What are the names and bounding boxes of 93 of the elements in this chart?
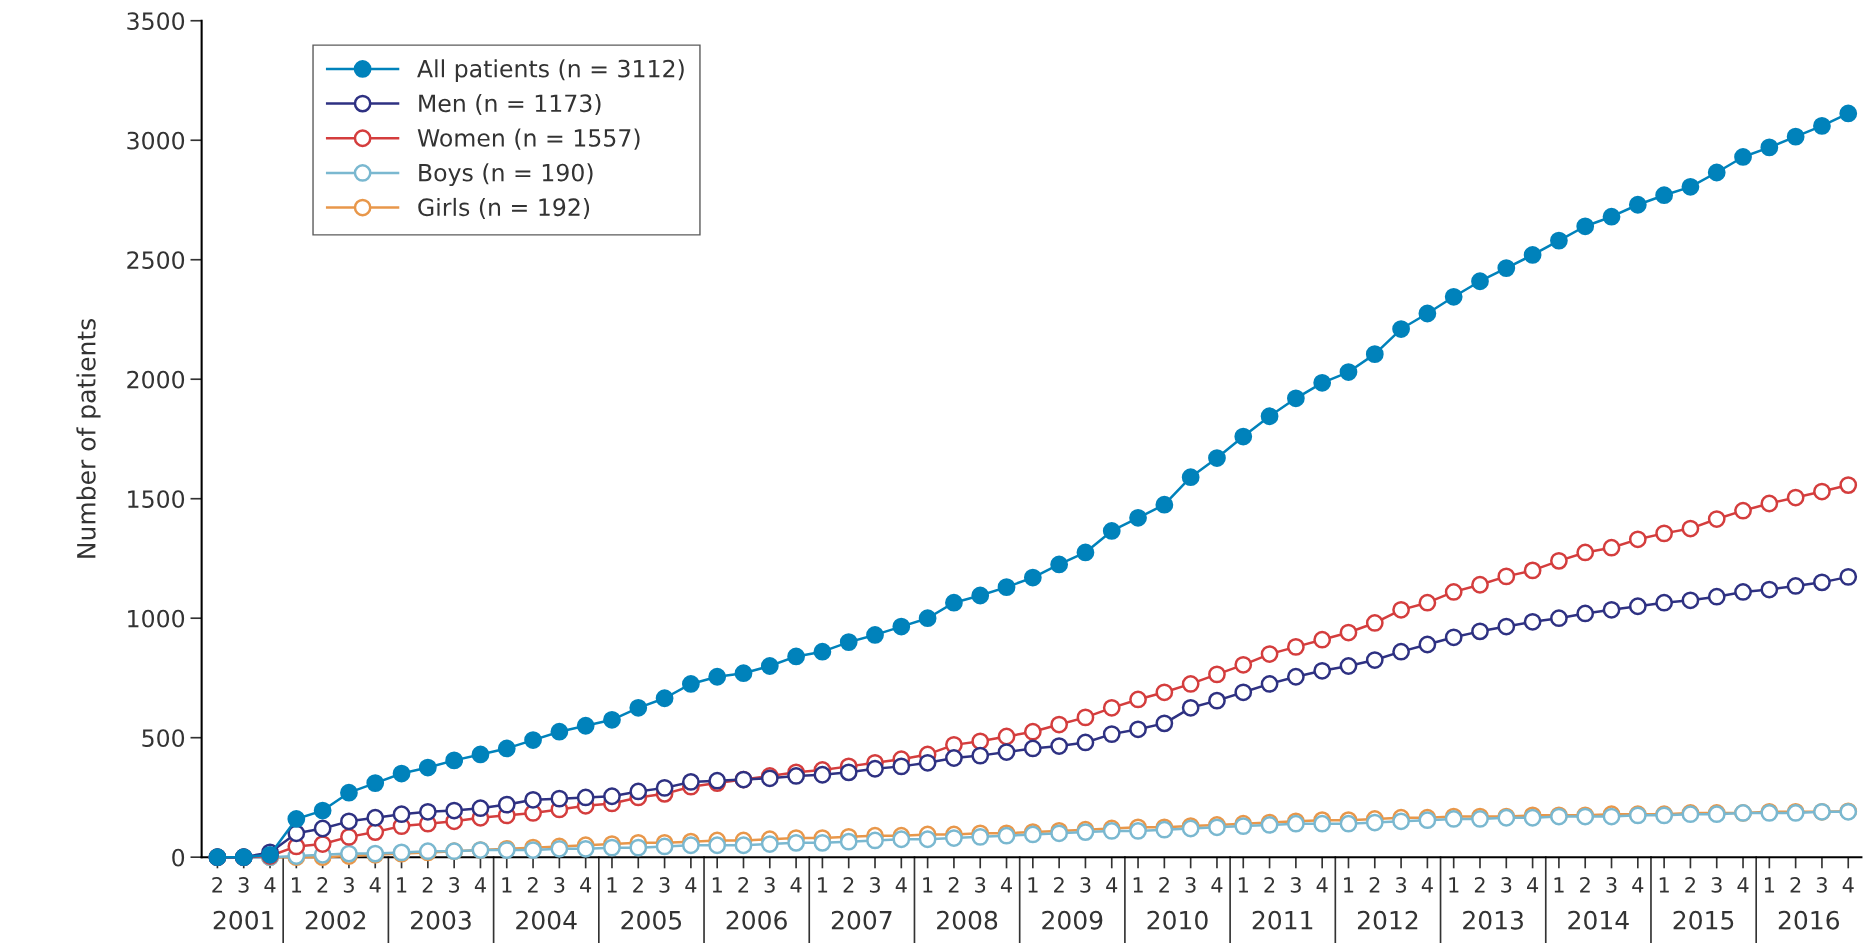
y-tick-label: 2500	[127, 251, 185, 270]
x-tick-label: 4	[1526, 877, 1539, 893]
y-tick-label: 1000	[128, 609, 185, 628]
x-tick-label: 4	[1737, 877, 1749, 893]
x-tick-label: 4	[1211, 877, 1223, 893]
y-tick-label: 0	[172, 848, 185, 867]
x-tick-label: 1	[291, 877, 302, 893]
x-tick-label: 3	[1606, 877, 1617, 893]
x-tick-label: 1	[1554, 877, 1564, 893]
x-tick-label: 1	[923, 877, 933, 893]
x-tick-label: 3	[1185, 877, 1196, 893]
x-tick-label: 2	[948, 877, 959, 893]
x-tick-label: 2	[738, 877, 749, 893]
text: 2003	[411, 910, 471, 930]
y-tick-label: 500	[142, 729, 185, 747]
x-tick-label: 2	[843, 877, 854, 893]
x-tick-label: 2	[422, 877, 433, 893]
text: 2013	[1463, 910, 1523, 930]
legend-label: All patients (n = 3112)	[417, 59, 684, 83]
text: 2014	[1568, 910, 1629, 930]
x-tick-label: 3	[1711, 877, 1722, 893]
x-tick-label: 2	[212, 877, 222, 893]
text: 2011	[1252, 910, 1313, 930]
x-tick-label: 1	[607, 877, 617, 893]
x-tick-label: 2	[633, 877, 643, 893]
y-tick-label: 3000	[127, 131, 185, 150]
x-tick-label: 3	[554, 877, 565, 893]
x-tick-label: 2	[1159, 877, 1169, 893]
text: 2010	[1147, 910, 1208, 930]
x-tick-label: 3	[343, 877, 354, 893]
text: 2008	[937, 910, 998, 930]
y-axis-title: Number of patients	[76, 318, 101, 558]
x-tick-label: 4	[685, 877, 697, 893]
x-tick-label: 2	[1790, 877, 1801, 893]
x-tick-label: 3	[1816, 877, 1827, 893]
x-tick-label: 1	[397, 877, 407, 893]
text: 2009	[1042, 910, 1103, 930]
text: 2007	[831, 910, 892, 930]
x-tick-label: 2	[317, 877, 328, 893]
x-tick-label: 3	[764, 877, 775, 893]
x-tick-label: 4	[790, 877, 802, 893]
x-tick-label: 1	[502, 877, 512, 893]
x-tick-label: 4	[264, 877, 276, 893]
x-tick-label: 4	[580, 877, 592, 893]
x-tick-label: 2	[1264, 877, 1275, 893]
x-tick-label: 1	[1133, 877, 1143, 893]
x-tick-label: 1	[712, 877, 722, 893]
text: 2002	[305, 910, 366, 930]
x-tick-label: 3	[449, 877, 460, 893]
text: 2015	[1673, 910, 1734, 930]
x-tick-label: 4	[369, 877, 381, 893]
x-tick-label: 4	[1106, 877, 1118, 893]
x-tick-label: 4	[1632, 877, 1644, 893]
legend-label: Boys (n = 190)	[419, 163, 593, 187]
x-tick-label: 2	[1580, 877, 1590, 893]
x-tick-label: 2	[527, 877, 538, 893]
x-tick-label: 2	[1685, 877, 1695, 893]
x-tick-label: 3	[1290, 877, 1301, 893]
x-tick-label: 4	[895, 877, 907, 893]
x-tick-label: 4	[1000, 877, 1012, 893]
x-tick-label: 3	[238, 877, 249, 893]
y-tick-label: 2000	[127, 370, 185, 389]
x-tick-label: 4	[474, 877, 486, 893]
x-tick-label: 1	[1449, 877, 1459, 893]
x-tick-label: 1	[1344, 877, 1354, 893]
text: 2001	[213, 910, 274, 930]
x-tick-label: 1	[1028, 877, 1038, 893]
x-tick-label: 3	[1080, 877, 1091, 893]
x-tick-label: 4	[1421, 877, 1433, 893]
text: 2016	[1778, 910, 1840, 930]
x-tick-label: 1	[1238, 877, 1248, 893]
text: 2004	[516, 910, 577, 930]
legend-label: Women (n = 1557)	[417, 128, 640, 150]
x-tick-label: 3	[659, 877, 670, 893]
x-tick-label: 1	[1659, 877, 1669, 893]
x-tick-label: 4	[1316, 877, 1328, 893]
x-tick-label: 2	[1054, 877, 1064, 893]
x-tick-label: 1	[818, 877, 828, 893]
text: 2005	[621, 910, 682, 930]
x-tick-label: 4	[1842, 877, 1854, 893]
y-tick-label: 1500	[128, 490, 185, 509]
x-tick-label: 3	[975, 877, 986, 893]
x-tick-label: 1	[1765, 877, 1775, 893]
y-tick-label: 3500	[127, 12, 185, 31]
legend-label: Girls (n = 192)	[418, 197, 590, 219]
legend-label: Men (n = 1173)	[419, 93, 601, 115]
text: 2006	[726, 910, 787, 930]
x-tick-label: 2	[1474, 877, 1485, 893]
x-tick-label: 2	[1369, 877, 1380, 893]
x-tick-label: 3	[869, 877, 880, 893]
text: 2012	[1357, 910, 1418, 930]
x-tick-label: 3	[1396, 877, 1407, 893]
x-tick-label: 3	[1501, 877, 1512, 893]
